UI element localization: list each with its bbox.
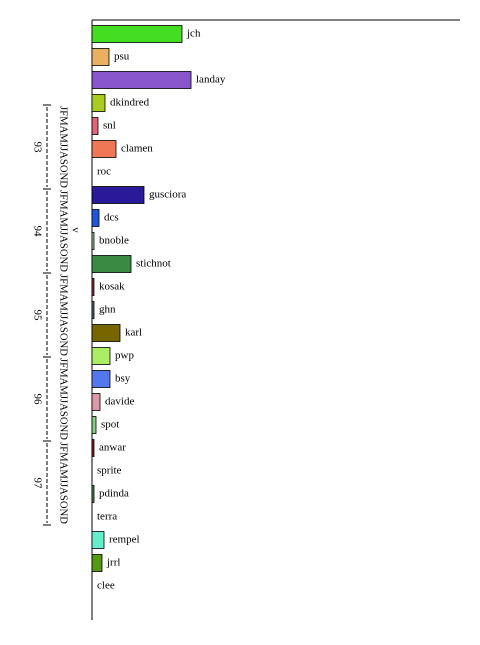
bar bbox=[91, 232, 95, 250]
bar-label: clamen bbox=[121, 143, 153, 155]
bar-label: anwar bbox=[99, 442, 126, 454]
bar bbox=[91, 278, 95, 296]
month-letters: JFMAMJJASOND bbox=[58, 190, 69, 272]
year-label: 95 bbox=[31, 310, 43, 322]
bar bbox=[91, 71, 192, 89]
bar bbox=[91, 186, 145, 204]
bar-label: davide bbox=[105, 396, 134, 408]
bar bbox=[91, 117, 99, 135]
bar-label: jrrl bbox=[106, 557, 120, 569]
bar bbox=[91, 140, 117, 158]
bar-label: snl bbox=[103, 120, 116, 132]
bar-label: kosak bbox=[99, 281, 125, 293]
bar bbox=[91, 255, 132, 273]
bar bbox=[91, 554, 103, 572]
month-letters: JFMAMJJASOND bbox=[58, 442, 69, 524]
bar-label: dcs bbox=[104, 212, 119, 224]
month-letters: JFMAMJJASOND bbox=[58, 358, 69, 440]
bar bbox=[91, 439, 95, 457]
bar bbox=[91, 324, 121, 342]
bar-label: clee bbox=[97, 580, 115, 592]
month-letters: JFMAMJJASOND bbox=[58, 106, 69, 188]
bar-label: landay bbox=[196, 74, 226, 86]
bar bbox=[91, 301, 95, 319]
month-letters: JFMAMJJASOND bbox=[58, 274, 69, 356]
bar bbox=[91, 531, 105, 549]
bar bbox=[91, 48, 110, 66]
bar bbox=[91, 393, 101, 411]
bar-label: bsy bbox=[115, 373, 131, 385]
bar bbox=[91, 94, 106, 112]
bar bbox=[91, 209, 100, 227]
bar-label: jch bbox=[186, 28, 201, 40]
year-label: 93 bbox=[31, 142, 43, 154]
bar-label: spot bbox=[101, 419, 119, 431]
year-label: 94 bbox=[31, 226, 43, 238]
bar-label: gusciora bbox=[149, 189, 186, 201]
year-label: 97 bbox=[31, 478, 43, 490]
marker: v bbox=[69, 227, 81, 233]
bar bbox=[91, 347, 111, 365]
year-label: 96 bbox=[31, 394, 43, 406]
bar-label: pdinda bbox=[99, 488, 129, 500]
bar-label: roc bbox=[97, 166, 111, 178]
bar-label: pwp bbox=[115, 350, 134, 362]
bar bbox=[91, 416, 97, 434]
bar bbox=[91, 25, 183, 43]
bar-label: psu bbox=[114, 51, 130, 63]
bar-label: rempel bbox=[109, 534, 140, 546]
bar bbox=[91, 370, 111, 388]
bar bbox=[91, 485, 95, 503]
bar-label: karl bbox=[125, 327, 142, 339]
bar-label: bnoble bbox=[99, 235, 129, 247]
bar-label: terra bbox=[97, 511, 117, 523]
bar-label: dkindred bbox=[110, 97, 150, 109]
bar-label: ghn bbox=[99, 304, 116, 316]
bar-label: stichnot bbox=[136, 258, 171, 270]
bar-label: sprite bbox=[97, 465, 122, 477]
